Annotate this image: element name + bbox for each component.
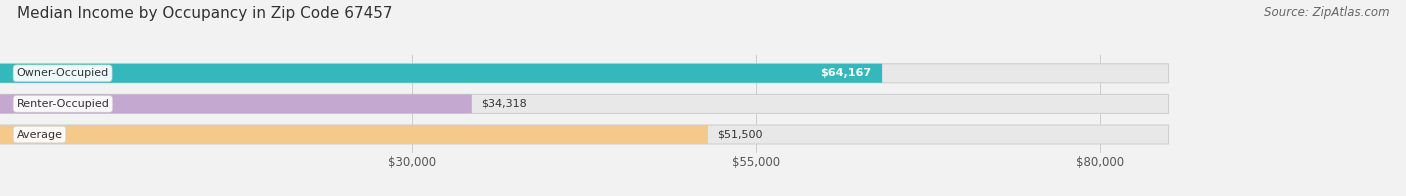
FancyBboxPatch shape xyxy=(0,64,882,83)
FancyBboxPatch shape xyxy=(0,64,1168,83)
Text: $51,500: $51,500 xyxy=(717,130,763,140)
Text: $64,167: $64,167 xyxy=(820,68,872,78)
Text: $34,318: $34,318 xyxy=(481,99,527,109)
Text: Median Income by Occupancy in Zip Code 67457: Median Income by Occupancy in Zip Code 6… xyxy=(17,6,392,21)
Text: Source: ZipAtlas.com: Source: ZipAtlas.com xyxy=(1264,6,1389,19)
FancyBboxPatch shape xyxy=(0,94,472,113)
Text: Average: Average xyxy=(17,130,62,140)
FancyBboxPatch shape xyxy=(0,125,709,144)
Text: Owner-Occupied: Owner-Occupied xyxy=(17,68,108,78)
FancyBboxPatch shape xyxy=(0,94,1168,113)
FancyBboxPatch shape xyxy=(0,125,1168,144)
Text: Renter-Occupied: Renter-Occupied xyxy=(17,99,110,109)
